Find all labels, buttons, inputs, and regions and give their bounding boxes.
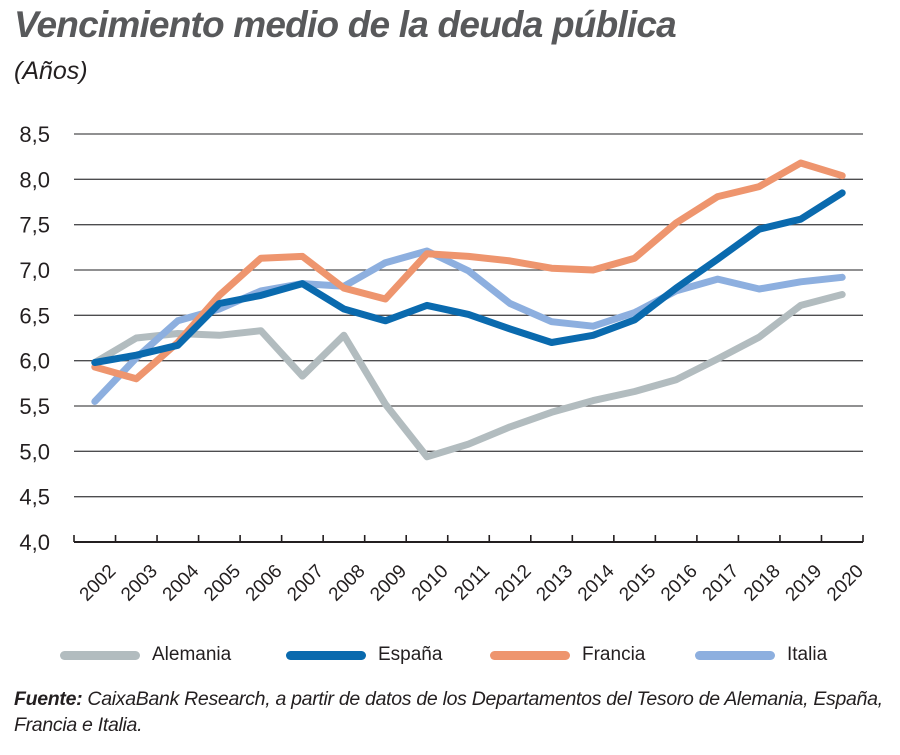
y-tick-label: 5,0 [19,439,50,464]
x-tick-label: 2002 [76,561,121,606]
line-chart: 8,58,07,57,06,56,05,55,04,54,0 200220032… [19,122,868,606]
x-tick-label: 2013 [532,561,577,606]
y-axis-tick-labels: 8,5 8,0 7,5 7,0 6,5 6,0 5,5 5,0 4,5 4,0 [19,122,50,555]
y-tick-label: 6,5 [19,303,50,328]
legend-item-italia: Italia [695,640,827,670]
x-tick-label: 2014 [574,560,619,605]
x-axis [73,535,864,543]
x-tick-label: 2017 [699,561,744,606]
source-label: Fuente: [14,688,83,710]
series-line-alemania [91,291,846,461]
x-tick-label: 2020 [823,561,868,606]
series-line-espana [91,189,846,366]
x-tick-label: 2012 [491,561,536,606]
legend-swatch-francia [490,650,570,660]
legend-label: España [378,644,443,665]
x-tick-label: 2009 [366,561,411,606]
x-tick-label: 2010 [408,561,453,606]
source-note: Fuente: CaixaBank Research, a partir de … [14,686,894,738]
legend-label: Italia [787,644,828,665]
chart-title: Vencimiento medio de la deuda pública [14,4,677,45]
legend-item-alemania: Alemania [60,640,231,670]
y-tick-label: 6,0 [19,349,50,374]
source-text: CaixaBank Research, a partir de datos de… [14,688,883,736]
series-line-francia [91,159,846,383]
x-tick-label: 2016 [657,561,702,606]
x-tick-label: 2006 [242,561,287,606]
x-tick-label: 2007 [283,561,328,606]
legend-label: Francia [582,644,646,665]
series-line-italia [91,247,846,405]
legend: Alemania España Francia Italia [0,640,900,670]
x-tick-label: 2004 [159,560,204,605]
x-tick-label: 2011 [450,561,494,605]
y-tick-label: 8,5 [19,122,50,147]
legend-item-espana: España [286,640,442,670]
y-tick-label: 7,0 [19,258,50,283]
x-tick-label: 2018 [740,561,785,606]
legend-swatch-italia [695,650,775,660]
legend-swatch-alemania [60,650,140,660]
y-tick-label: 8,0 [19,167,50,192]
x-axis-tick-labels: 2002200320042005200620072008200920102011… [76,560,868,605]
y-tick-label: 7,5 [19,213,50,238]
chart-subtitle: (Años) [14,57,88,85]
y-tick-label: 5,5 [19,394,50,419]
y-tick-label: 4,5 [19,485,50,510]
legend-swatch-espana [286,650,366,660]
x-tick-label: 2008 [325,561,370,606]
legend-item-francia: Francia [490,640,645,670]
x-tick-label: 2005 [200,561,245,606]
x-tick-label: 2019 [782,561,827,606]
legend-label: Alemania [152,644,232,665]
x-tick-label: 2003 [117,561,162,606]
x-tick-label: 2015 [615,561,660,606]
series-lines [91,159,846,461]
y-tick-label: 4,0 [19,530,50,555]
